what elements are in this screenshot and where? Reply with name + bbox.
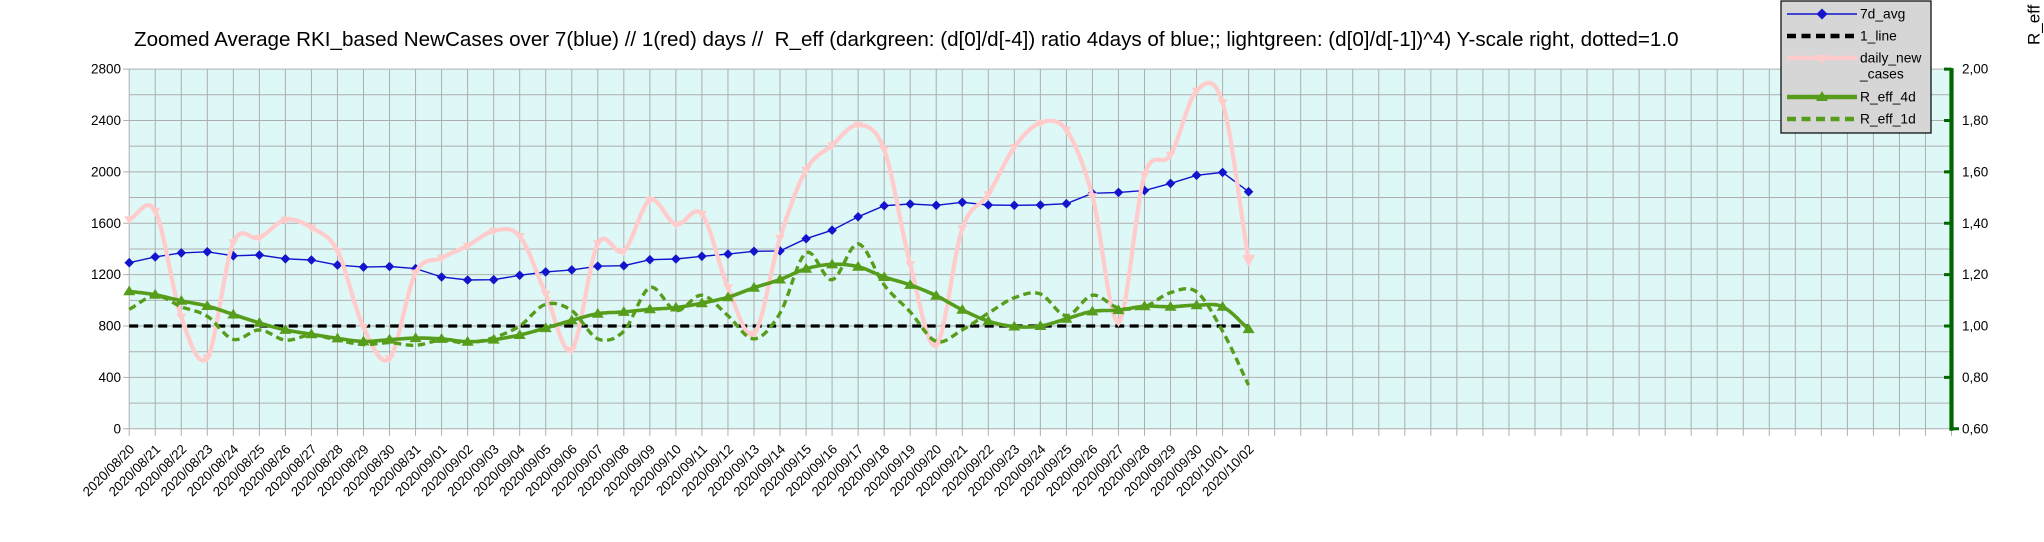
svg-text:1200: 1200 bbox=[91, 267, 121, 282]
svg-text:1,20: 1,20 bbox=[1962, 267, 1988, 282]
svg-text:2,00: 2,00 bbox=[1962, 62, 1988, 77]
svg-text:1_line: 1_line bbox=[1860, 29, 1897, 44]
svg-text:1,60: 1,60 bbox=[1962, 164, 1988, 179]
svg-text:1600: 1600 bbox=[91, 216, 121, 231]
svg-text:Zoomed Average RKI_based NewCa: Zoomed Average RKI_based NewCases over 7… bbox=[134, 28, 1679, 51]
svg-text:0,80: 0,80 bbox=[1962, 370, 1988, 385]
svg-text:1,00: 1,00 bbox=[1962, 319, 1988, 334]
svg-text:R_eff_1d: R_eff_1d bbox=[1860, 112, 1916, 127]
svg-text:2000: 2000 bbox=[91, 164, 121, 179]
svg-text:400: 400 bbox=[98, 370, 121, 385]
svg-text:R_eff_4d: R_eff_4d bbox=[1860, 90, 1916, 105]
svg-text:0,60: 0,60 bbox=[1962, 421, 1988, 436]
svg-text:7d_avg: 7d_avg bbox=[1860, 7, 1905, 22]
svg-text:R_eff: R_eff bbox=[2025, 4, 2044, 45]
svg-text:1,80: 1,80 bbox=[1962, 113, 1988, 128]
svg-text:1,40: 1,40 bbox=[1962, 216, 1988, 231]
svg-text:0: 0 bbox=[113, 421, 121, 436]
svg-text:800: 800 bbox=[98, 319, 121, 334]
svg-text:2400: 2400 bbox=[91, 113, 121, 128]
svg-text:_cases: _cases bbox=[1859, 67, 1904, 82]
svg-text:2800: 2800 bbox=[91, 62, 121, 77]
svg-text:daily_new: daily_new bbox=[1860, 51, 1921, 66]
